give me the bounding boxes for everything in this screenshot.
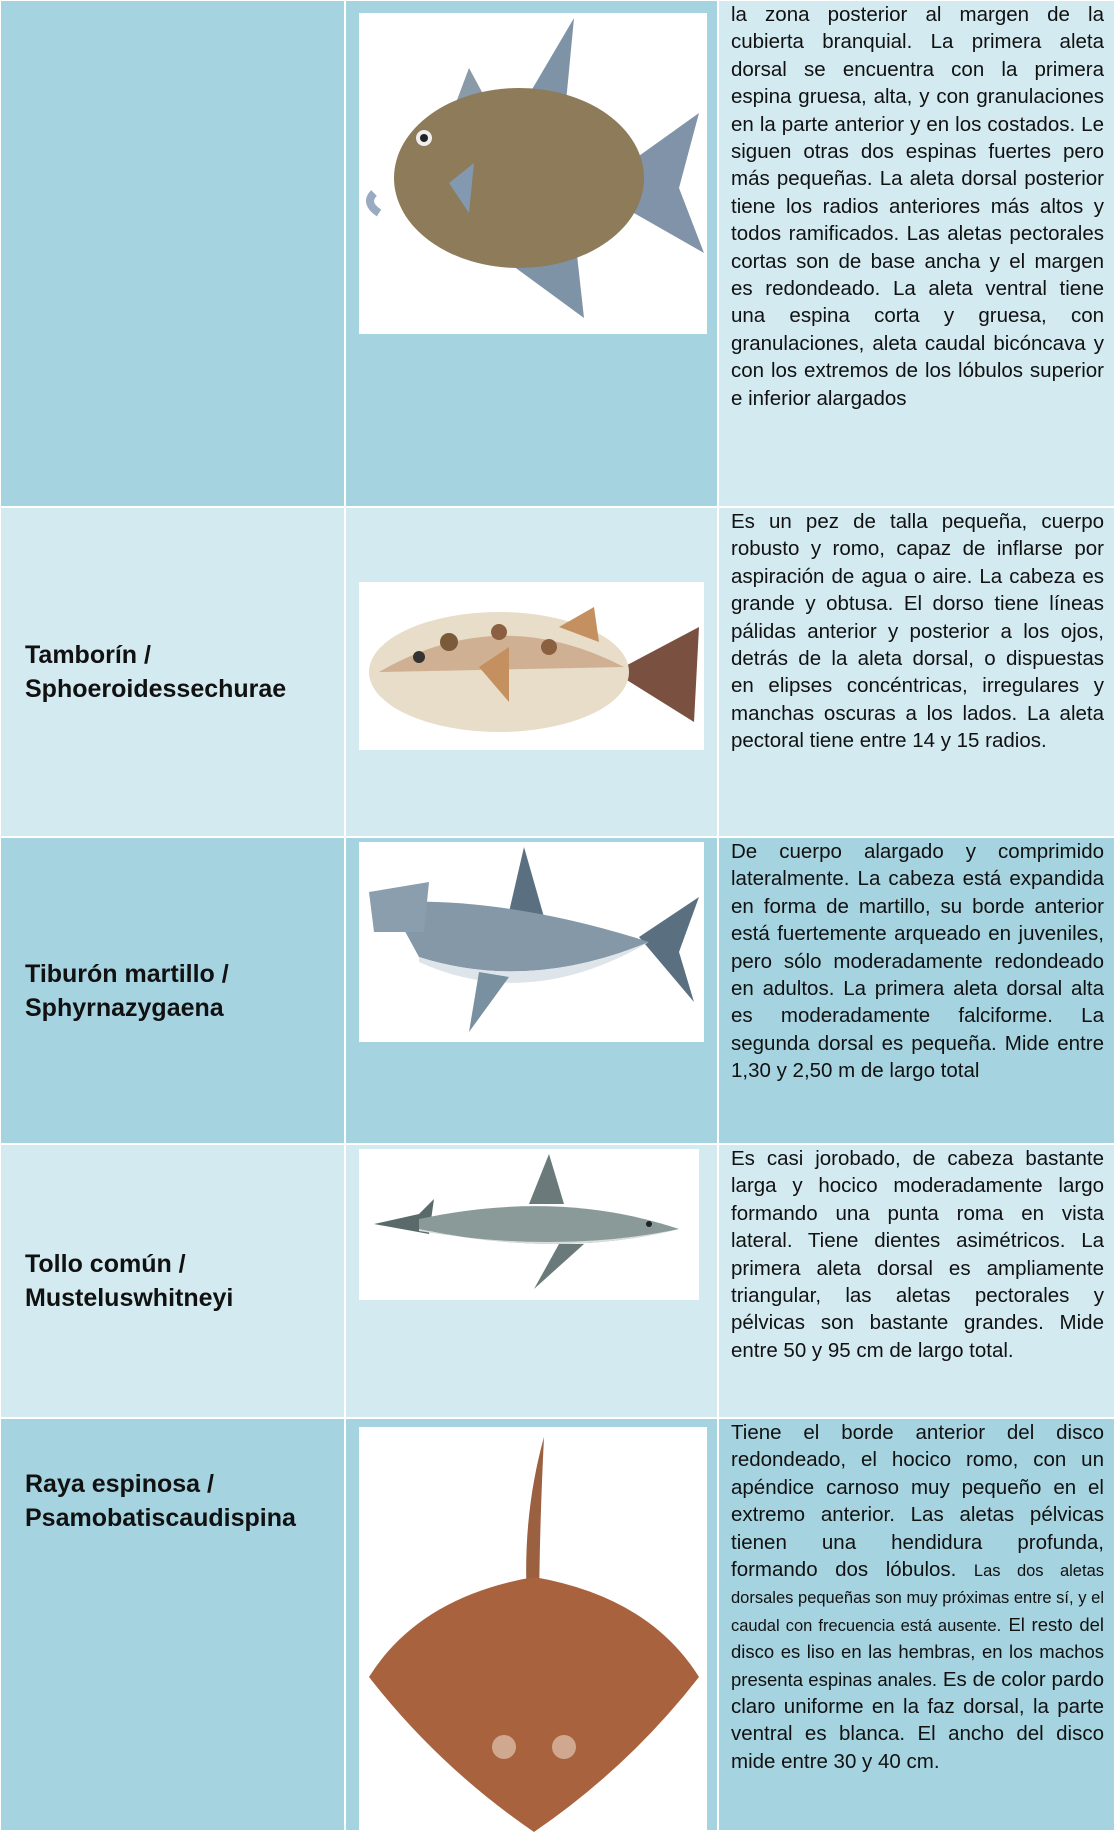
image-cell [345, 1144, 718, 1418]
description-text: la zona posterior al margen de la cubier… [731, 3, 1104, 410]
image-cell [345, 1418, 718, 1832]
fish-image [359, 1149, 699, 1300]
description: la zona posterior al margen de la cubier… [718, 0, 1115, 507]
name-cell [0, 0, 345, 507]
species-name: Tamborín / Sphoeroidessechurae [25, 641, 287, 703]
image-cell [345, 837, 718, 1144]
fish-image [359, 842, 704, 1042]
description: De cuerpo alargado y comprimido lateralm… [718, 837, 1115, 1144]
description: Es casi jorobado, de cabeza bastante lar… [718, 1144, 1115, 1418]
triggerfish-illustration [366, 18, 704, 318]
fish-image [359, 13, 707, 334]
name-cell: Tollo común / Musteluswhitneyi [0, 1144, 345, 1418]
description-text-medium: El resto del disco es liso en las hembra… [731, 1613, 1105, 1690]
description: Tiene el borde anterior del disco redond… [718, 1418, 1115, 1831]
puffer-illustration [369, 607, 699, 732]
name-cell: Tiburón martillo / Sphyrnazygaena [0, 837, 345, 1144]
fish-image [359, 582, 704, 750]
description-text: Es casi jorobado, de cabeza bastante lar… [731, 1147, 1104, 1362]
description: Es un pez de talla pequeña, cuerpo robus… [718, 507, 1115, 837]
ray-illustration [369, 1437, 699, 1832]
species-name: Tiburón martillo / Sphyrnazygaena [25, 959, 229, 1022]
description-text: Es de color pardo claro uniforme en la f… [731, 1667, 1104, 1773]
hammerhead-illustration [369, 847, 699, 1032]
species-name: Raya espinosa / Psamobatiscaudispina [25, 1470, 296, 1532]
description-text: De cuerpo alargado y comprimido lateralm… [731, 840, 1104, 1083]
description-text: Es un pez de talla pequeña, cuerpo robus… [731, 510, 1104, 753]
image-cell [345, 0, 718, 507]
fish-image [359, 1427, 707, 1832]
smoothhound-illustration [374, 1154, 679, 1289]
description-text-small: Las dos aletas dorsales pequeñas son muy… [731, 1562, 1104, 1635]
name-cell: Tamborín / Sphoeroidessechurae [0, 507, 345, 837]
image-cell [345, 507, 718, 837]
name-cell: Raya espinosa / Psamobatiscaudispina [0, 1418, 345, 1831]
species-name: Tollo común / Musteluswhitneyi [25, 1250, 234, 1312]
description-text: Tiene el borde anterior del disco redond… [731, 1421, 1104, 1582]
